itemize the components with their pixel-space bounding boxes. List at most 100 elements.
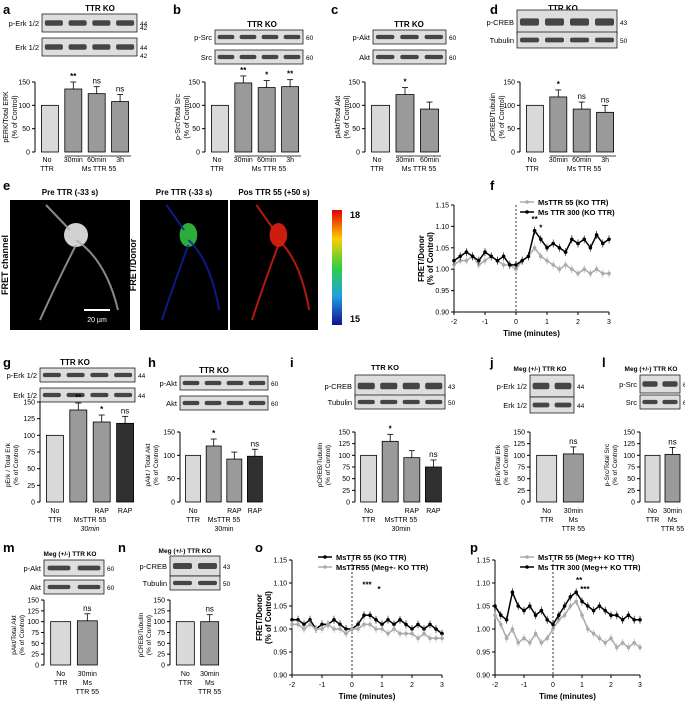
mw-label: 44: [140, 21, 148, 28]
data-point: [514, 267, 518, 272]
data-point: [320, 622, 324, 627]
blot-band: [662, 399, 678, 405]
y-tick-label: 100: [513, 453, 525, 460]
y-axis-label: pErk/Total Erk: [495, 444, 502, 485]
data-point: [545, 618, 549, 622]
data-point: [477, 263, 481, 267]
mw-label: 60: [449, 55, 457, 62]
data-point: [591, 631, 596, 636]
sig-mark: **: [531, 215, 538, 224]
y-axis-label: (% of Control): [146, 615, 153, 655]
data-point: [308, 622, 312, 627]
data-point: [570, 267, 574, 272]
x-tick-label: 0: [350, 682, 354, 689]
data-point: [410, 627, 414, 631]
x-label: No: [189, 508, 198, 515]
blot-band: [68, 20, 87, 26]
data-point: [574, 599, 578, 604]
bar: [420, 108, 439, 153]
sig-mark: ***: [580, 585, 590, 594]
y-tick-label: 0: [631, 500, 635, 507]
mw-label: 50: [223, 581, 231, 588]
blot-band: [204, 380, 222, 386]
x-tick-label: 1: [545, 319, 549, 326]
y-axis-label: (% of Control): [325, 445, 332, 485]
data-point: [404, 631, 408, 636]
data-point: [440, 631, 444, 636]
data-point: [568, 604, 573, 608]
y-tick-label: 100: [338, 453, 350, 460]
data-point: [514, 263, 518, 267]
data-point: [308, 618, 312, 622]
bar: [210, 104, 229, 153]
data-point: [404, 622, 408, 627]
blot-band: [402, 399, 420, 405]
y-tick-label: 0: [171, 500, 175, 507]
blot-label: p-Src: [619, 380, 637, 389]
micrograph: [140, 200, 228, 330]
micrograph: [230, 200, 318, 330]
y-tick-label: 0.90: [273, 673, 287, 680]
data-point: [533, 631, 538, 636]
data-point: [516, 641, 520, 645]
data-point: [504, 636, 509, 640]
x-tick-label: 1: [380, 682, 384, 689]
x-label: TTR 55: [562, 526, 585, 533]
x-label: MsTTR 55: [385, 517, 418, 524]
x-label: TTR: [370, 166, 384, 173]
data-point: [489, 254, 494, 259]
y-tick-label: 125: [23, 416, 35, 423]
x-label: No: [213, 157, 222, 164]
x-label: No: [542, 508, 551, 515]
y-axis-label: pAkt / Total Akt: [145, 443, 152, 486]
blot-label: Tubulin: [490, 36, 514, 45]
blot-label: Erk 1/2: [13, 391, 37, 400]
mw-label: 43: [223, 564, 231, 571]
panel-letter: g: [3, 355, 11, 370]
mw-label: 50: [448, 400, 456, 407]
y-tick-label: 0: [31, 500, 35, 507]
data-point: [576, 241, 580, 246]
sig-mark: **: [70, 72, 77, 81]
data-point: [344, 631, 348, 636]
blot-band: [47, 565, 71, 571]
y-tick-label: 150: [513, 430, 525, 437]
y-tick-label: 0: [521, 500, 525, 507]
blot-band: [226, 400, 244, 406]
y-tick-label: 25: [627, 488, 635, 495]
data-point: [545, 246, 549, 250]
blot-title: Meg (+/-) TTR KO: [625, 366, 678, 373]
y-tick-label: 1.15: [273, 558, 287, 565]
blot-band: [68, 44, 87, 50]
blot-band: [248, 400, 266, 406]
data-point: [493, 613, 497, 617]
sig-mark: *: [389, 424, 393, 433]
bar: [185, 454, 202, 503]
x-label: No: [373, 157, 382, 164]
blot-band: [66, 372, 85, 378]
blot-band: [92, 44, 111, 50]
data-point: [568, 595, 573, 599]
y-axis-label: FRET/Donor: [255, 594, 264, 641]
blot-band: [261, 54, 279, 60]
y-tick-label: 75: [517, 465, 525, 472]
data-point: [416, 636, 420, 640]
data-point: [458, 258, 463, 263]
blot-band: [47, 584, 71, 590]
x-label: 30min: [80, 526, 99, 533]
data-point: [551, 241, 555, 246]
blot-band: [44, 20, 63, 26]
y-tick-label: 1.15: [476, 558, 490, 565]
x-tick-label: 1: [580, 682, 584, 689]
y-tick-label: 0.95: [273, 650, 287, 657]
data-point: [607, 271, 611, 276]
blot-label: Erk 1/2: [503, 401, 527, 410]
sig-mark: ***: [362, 581, 372, 590]
image-title: Pre TTR (-33 s): [42, 188, 99, 197]
mw-label: 44: [138, 373, 146, 380]
y-tick-label: 75: [342, 465, 350, 472]
blot-band: [90, 372, 109, 378]
data-point: [470, 254, 475, 259]
x-label: TTR: [40, 166, 54, 173]
x-label: 3h: [601, 157, 609, 164]
